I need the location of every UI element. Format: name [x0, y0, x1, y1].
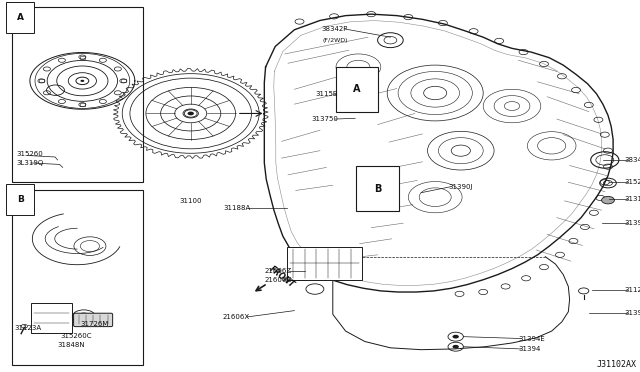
- Bar: [287, 247, 362, 280]
- Text: 313750: 313750: [311, 116, 338, 122]
- Text: 21606X: 21606X: [223, 314, 250, 320]
- Text: 315260: 315260: [17, 151, 44, 157]
- Bar: [80, 55, 85, 58]
- Text: 21606Z: 21606Z: [264, 277, 292, 283]
- Text: 31319QA: 31319QA: [624, 196, 640, 202]
- Text: 3115B: 3115B: [316, 91, 338, 97]
- Text: 315260A: 315260A: [624, 179, 640, 185]
- Text: 3L319Q: 3L319Q: [17, 160, 44, 166]
- Circle shape: [452, 345, 459, 349]
- Bar: [31, 303, 72, 333]
- Text: A: A: [353, 84, 361, 94]
- Bar: [39, 79, 44, 82]
- Circle shape: [452, 335, 459, 339]
- Text: B: B: [17, 195, 24, 204]
- Text: (F/2WD): (F/2WD): [322, 38, 348, 44]
- Text: J31102AX: J31102AX: [596, 360, 637, 369]
- Circle shape: [81, 80, 84, 82]
- Text: 31390J: 31390J: [448, 184, 472, 190]
- Text: 31397: 31397: [624, 220, 640, 226]
- Text: A: A: [17, 13, 24, 22]
- Text: 31100: 31100: [179, 198, 202, 204]
- Circle shape: [188, 112, 194, 115]
- Text: 31848N: 31848N: [58, 342, 85, 348]
- Bar: [121, 79, 126, 82]
- Text: 31124A: 31124A: [624, 287, 640, 293]
- Text: B: B: [374, 184, 381, 194]
- Text: 31390: 31390: [624, 310, 640, 316]
- Text: 315260C: 315260C: [61, 333, 92, 339]
- FancyBboxPatch shape: [74, 313, 113, 327]
- Text: 31394E: 31394E: [518, 336, 545, 341]
- Circle shape: [602, 196, 614, 204]
- Text: 38342P: 38342P: [321, 26, 348, 32]
- Bar: [80, 103, 85, 106]
- Bar: [12, 190, 143, 365]
- Text: 31394: 31394: [518, 346, 541, 352]
- Text: 21606Z: 21606Z: [264, 268, 292, 274]
- Bar: [12, 7, 143, 182]
- Text: 31188A: 31188A: [223, 205, 251, 211]
- Text: 38342Q: 38342Q: [624, 157, 640, 163]
- Text: 31726M: 31726M: [81, 321, 109, 327]
- Text: FRONT: FRONT: [268, 264, 296, 289]
- Text: 31123A: 31123A: [14, 325, 41, 331]
